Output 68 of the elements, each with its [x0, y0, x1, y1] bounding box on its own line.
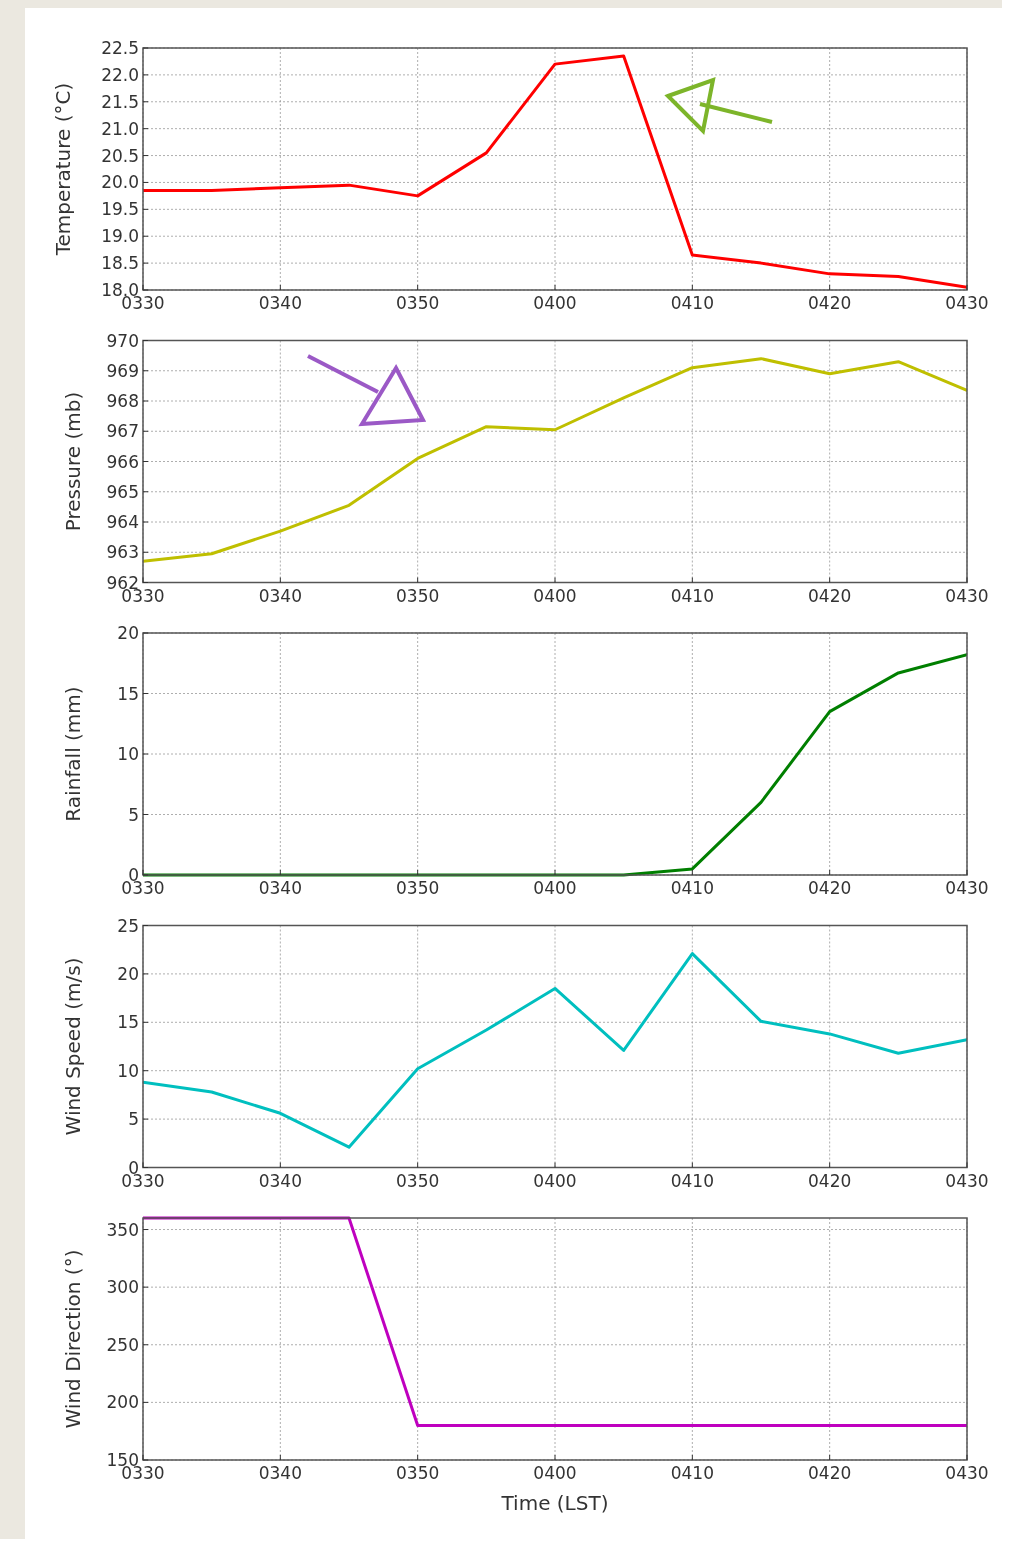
- x-tick-label: 0340: [258, 878, 302, 898]
- x-tick-label: 0420: [808, 585, 852, 606]
- y-tick-label: 966: [106, 451, 139, 472]
- y-tick-label: 19.5: [101, 199, 139, 220]
- x-tick-label: 0400: [533, 1463, 577, 1483]
- line-series: [143, 952, 967, 1149]
- x-tick-label: 0420: [808, 1463, 852, 1483]
- y-tick-label: 969: [106, 360, 139, 381]
- y-tick-label: 22.0: [101, 64, 139, 85]
- x-tick-label: 0350: [396, 878, 440, 898]
- y-tick-label: 965: [106, 481, 139, 502]
- y-axis-title: Rainfall (mm): [61, 686, 85, 822]
- y-tick-label: 963: [106, 542, 139, 563]
- x-tick-label: 0430: [945, 293, 989, 313]
- y-tick-label: 250: [106, 1334, 139, 1355]
- y-axis-title: Temperature (°C): [51, 82, 75, 257]
- y-tick-label: 300: [106, 1277, 139, 1298]
- y-tick-label: 20: [117, 963, 139, 984]
- y-tick-label: 200: [106, 1392, 139, 1413]
- x-tick-label: 0350: [396, 1170, 440, 1191]
- x-tick-label: 0400: [533, 1170, 577, 1191]
- line-series: [143, 357, 967, 563]
- y-tick-label: 20.5: [101, 145, 139, 166]
- y-tick-label: 10: [117, 1060, 139, 1081]
- x-tick-label: 0400: [533, 293, 577, 313]
- y-axis-title: Wind Speed (m/s): [61, 957, 85, 1136]
- y-tick-label: 5: [128, 1109, 139, 1130]
- x-tick-label: 0400: [533, 878, 577, 898]
- y-tick-label: 20: [117, 623, 139, 643]
- x-tick-label: 0410: [670, 585, 714, 606]
- y-tick-label: 5: [128, 804, 139, 825]
- x-tick-label: 0430: [945, 585, 989, 606]
- x-tick-label: 0420: [808, 1170, 852, 1191]
- y-tick-label: 21.5: [101, 91, 139, 112]
- x-tick-label: 0340: [258, 585, 302, 606]
- x-tick-label: 0340: [258, 1463, 302, 1483]
- x-tick-label: 0410: [670, 1463, 714, 1483]
- y-axis-title: Pressure (mb): [61, 391, 85, 532]
- y-tick-label: 18.5: [101, 253, 139, 274]
- x-tick-label: 0350: [396, 585, 440, 606]
- x-axis-title: Time (LST): [500, 1491, 609, 1515]
- x-tick-label: 0420: [808, 293, 852, 313]
- x-tick-label: 0420: [808, 878, 852, 898]
- x-tick-label: 0350: [396, 293, 440, 313]
- y-axis-title: Wind Direction (°): [61, 1249, 85, 1429]
- x-tick-label: 0400: [533, 585, 577, 606]
- x-tick-label: 0410: [670, 1170, 714, 1191]
- y-tick-label: 10: [117, 744, 139, 764]
- y-tick-label: 15: [117, 683, 139, 704]
- y-tick-label: 15: [117, 1012, 139, 1033]
- y-tick-label: 970: [106, 330, 139, 351]
- x-tick-label: 0410: [670, 293, 714, 313]
- y-tick-label: 22.5: [101, 38, 139, 58]
- x-tick-label: 0340: [258, 1170, 302, 1191]
- y-tick-label: 21.0: [101, 118, 139, 139]
- x-tick-label: 0430: [945, 1170, 989, 1191]
- x-tick-label: 0430: [945, 1463, 989, 1483]
- x-tick-label: 0430: [945, 878, 989, 898]
- y-tick-label: 20.0: [101, 172, 139, 193]
- y-tick-label: 25: [117, 915, 139, 936]
- x-tick-label: 0410: [670, 878, 714, 898]
- y-tick-label: 967: [106, 421, 139, 442]
- y-tick-label: 19.0: [101, 226, 139, 247]
- y-tick-label: 350: [106, 1219, 139, 1240]
- x-tick-label: 0340: [258, 293, 302, 313]
- y-tick-label: 964: [106, 512, 139, 532]
- x-tick-label: 0350: [396, 1463, 440, 1483]
- y-tick-label: 968: [106, 391, 139, 411]
